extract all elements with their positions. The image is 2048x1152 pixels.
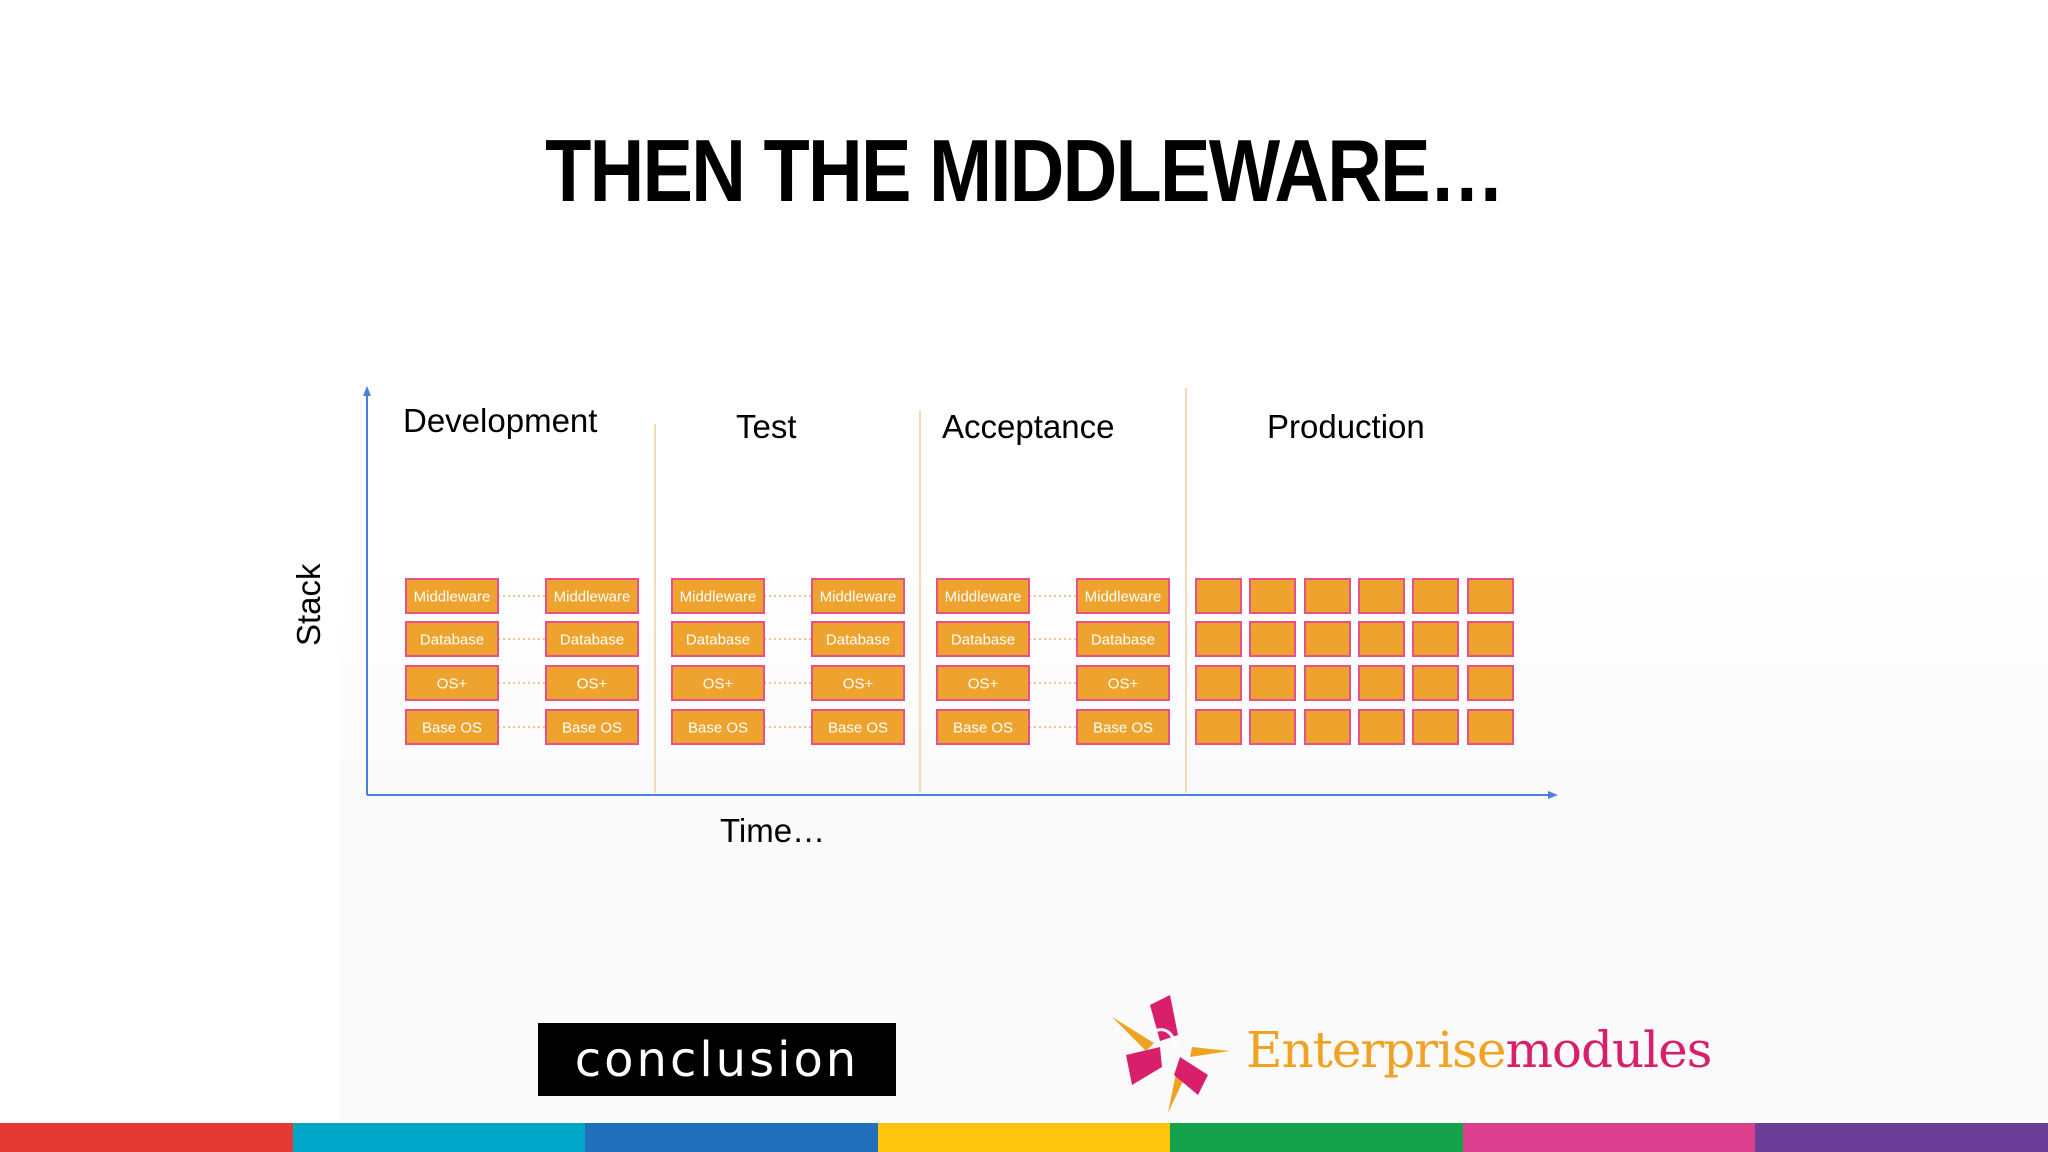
production-box bbox=[1195, 621, 1242, 657]
production-box bbox=[1304, 578, 1351, 614]
enterprisemodules-logo: Enterprisemodules bbox=[1110, 995, 1712, 1120]
layer-box-label: Middleware bbox=[945, 589, 1022, 606]
production-box bbox=[1249, 709, 1296, 745]
production-box bbox=[1467, 709, 1514, 745]
layer-box-label: Database bbox=[420, 632, 484, 649]
layer-box bbox=[811, 578, 905, 614]
production-box bbox=[1467, 578, 1514, 614]
production-box bbox=[1195, 709, 1242, 745]
layer-box bbox=[545, 665, 639, 701]
production-box bbox=[1412, 621, 1459, 657]
layer-box bbox=[405, 665, 499, 701]
layer-box bbox=[811, 621, 905, 657]
layer-box-label: Base OS bbox=[828, 720, 888, 737]
layer-box-label: Middleware bbox=[820, 589, 897, 606]
layer-box-label: Database bbox=[951, 632, 1015, 649]
color-stripe bbox=[292, 1123, 586, 1152]
layer-box-label: Middleware bbox=[554, 589, 631, 606]
layer-box-label: Database bbox=[560, 632, 624, 649]
layer-box-label: Database bbox=[826, 632, 890, 649]
layer-box-label: OS+ bbox=[968, 676, 999, 693]
phase-label-acceptance: Acceptance bbox=[942, 408, 1114, 445]
layer-box-label: Base OS bbox=[688, 720, 748, 737]
layer-box bbox=[545, 578, 639, 614]
layer-box-label: Base OS bbox=[1093, 720, 1153, 737]
layer-box-label: OS+ bbox=[577, 676, 608, 693]
layer-box-label: OS+ bbox=[437, 676, 468, 693]
production-box bbox=[1304, 709, 1351, 745]
production-box bbox=[1304, 665, 1351, 701]
layer-box-label: Base OS bbox=[562, 720, 622, 737]
layer-box-label: Base OS bbox=[953, 720, 1013, 737]
layer-box bbox=[1076, 578, 1170, 614]
production-box bbox=[1358, 709, 1405, 745]
layer-box bbox=[811, 665, 905, 701]
layer-box bbox=[671, 665, 765, 701]
layer-box bbox=[936, 709, 1030, 745]
color-stripe bbox=[1755, 1123, 2048, 1152]
layer-box bbox=[405, 621, 499, 657]
layer-box bbox=[811, 709, 905, 745]
conclusion-logo: conclusion bbox=[538, 1023, 896, 1096]
pinwheel-logo-icon bbox=[1112, 995, 1230, 1113]
phase-label-test: Test bbox=[736, 408, 797, 445]
layer-box bbox=[671, 621, 765, 657]
layer-box-label: Base OS bbox=[422, 720, 482, 737]
layer-box bbox=[671, 578, 765, 614]
layer-box-label: OS+ bbox=[703, 676, 734, 693]
wordmark-enterprise: Enterprise bbox=[1246, 1021, 1506, 1079]
layer-box-label: Database bbox=[1091, 632, 1155, 649]
enterprisemodules-wordmark: Enterprisemodules bbox=[1246, 1021, 1712, 1079]
production-box bbox=[1467, 621, 1514, 657]
x-axis-label: Time… bbox=[720, 812, 825, 849]
production-box bbox=[1358, 621, 1405, 657]
layer-box bbox=[545, 709, 639, 745]
layer-box-label: OS+ bbox=[1108, 676, 1139, 693]
production-box bbox=[1249, 621, 1296, 657]
phase-label-development: Development bbox=[403, 402, 597, 439]
layer-box-label: Middleware bbox=[1085, 589, 1162, 606]
layer-box bbox=[545, 621, 639, 657]
color-stripe-bar bbox=[0, 1123, 2048, 1152]
layer-box bbox=[1076, 621, 1170, 657]
production-box bbox=[1195, 578, 1242, 614]
production-box bbox=[1467, 665, 1514, 701]
layer-box bbox=[405, 578, 499, 614]
layer-box bbox=[936, 578, 1030, 614]
layer-box bbox=[936, 621, 1030, 657]
production-box bbox=[1412, 578, 1459, 614]
phase-label-production: Production bbox=[1267, 408, 1425, 445]
production-box bbox=[1304, 621, 1351, 657]
layer-box bbox=[671, 709, 765, 745]
production-box bbox=[1195, 665, 1242, 701]
layer-box bbox=[1076, 709, 1170, 745]
layer-box bbox=[936, 665, 1030, 701]
layer-box-label: Database bbox=[686, 632, 750, 649]
color-stripe bbox=[585, 1123, 878, 1152]
layer-box bbox=[405, 709, 499, 745]
production-box bbox=[1358, 578, 1405, 614]
production-box bbox=[1358, 665, 1405, 701]
layer-box-label: OS+ bbox=[843, 676, 874, 693]
color-stripe bbox=[877, 1123, 1171, 1152]
wordmark-modules: modules bbox=[1505, 1021, 1712, 1079]
x-axis-arrow bbox=[1548, 791, 1558, 799]
color-stripe bbox=[1170, 1123, 1463, 1152]
production-box bbox=[1412, 665, 1459, 701]
y-axis-label: Stack bbox=[290, 563, 327, 646]
production-box bbox=[1412, 709, 1459, 745]
layer-box bbox=[1076, 665, 1170, 701]
color-stripe bbox=[0, 1123, 293, 1152]
y-axis-arrow bbox=[363, 386, 371, 396]
layer-box-label: Middleware bbox=[680, 589, 757, 606]
production-box bbox=[1249, 578, 1296, 614]
production-box bbox=[1249, 665, 1296, 701]
layer-box-label: Middleware bbox=[414, 589, 491, 606]
slide-title: THEN THE MIDDLEWARE… bbox=[545, 121, 1505, 220]
color-stripe bbox=[1462, 1123, 1756, 1152]
